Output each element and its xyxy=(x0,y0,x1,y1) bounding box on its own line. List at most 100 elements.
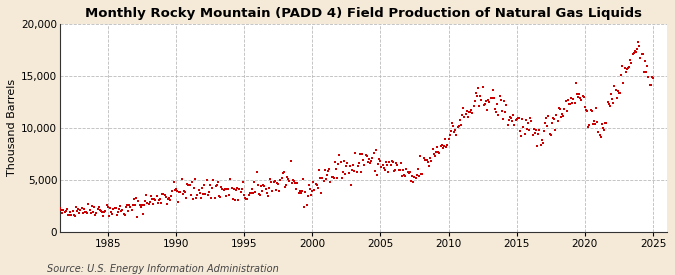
Point xyxy=(350,150,360,155)
Point xyxy=(303,182,314,187)
Point xyxy=(454,124,464,128)
Point xyxy=(150,198,161,203)
Point xyxy=(642,64,653,68)
Point xyxy=(267,189,278,193)
Point xyxy=(271,181,282,186)
Point xyxy=(324,167,335,171)
Point xyxy=(115,204,126,208)
Point xyxy=(482,107,493,112)
Point xyxy=(81,210,92,214)
Point xyxy=(587,108,597,113)
Point xyxy=(135,205,146,209)
Point xyxy=(206,196,217,200)
Point xyxy=(126,208,137,213)
Point xyxy=(366,159,377,163)
Point xyxy=(618,81,629,85)
Point xyxy=(396,161,406,165)
Point xyxy=(354,152,365,156)
Point xyxy=(101,202,112,207)
Point xyxy=(274,188,285,193)
Point xyxy=(479,103,489,107)
Point xyxy=(221,187,232,192)
Point xyxy=(527,133,538,138)
Point xyxy=(564,102,574,107)
Point xyxy=(647,76,658,80)
Point xyxy=(117,208,128,212)
Point xyxy=(210,184,221,188)
Point xyxy=(614,90,624,95)
Point xyxy=(597,122,608,126)
Point xyxy=(454,118,465,122)
Point xyxy=(161,201,172,206)
Point xyxy=(495,98,506,102)
Point xyxy=(273,182,284,186)
Title: Monthly Rocky Mountain (PADD 4) Field Production of Natural Gas Liquids: Monthly Rocky Mountain (PADD 4) Field Pr… xyxy=(85,7,642,20)
Point xyxy=(278,170,289,175)
Point xyxy=(550,127,561,132)
Point xyxy=(248,191,259,195)
Point xyxy=(113,207,124,211)
Point xyxy=(281,175,292,180)
Point xyxy=(291,187,302,191)
Point xyxy=(504,115,515,120)
Point xyxy=(109,206,120,210)
Point xyxy=(352,164,363,169)
Point xyxy=(500,110,511,114)
Point xyxy=(587,122,598,127)
Point xyxy=(466,107,477,112)
Point xyxy=(484,100,495,104)
Point xyxy=(432,144,443,149)
Point xyxy=(103,205,113,209)
Point xyxy=(314,168,325,172)
Point xyxy=(624,65,634,70)
Point xyxy=(574,92,585,96)
Point xyxy=(373,161,383,166)
Point xyxy=(472,86,483,90)
Point xyxy=(462,115,473,120)
Point xyxy=(153,201,163,205)
Point xyxy=(83,202,94,207)
Point xyxy=(524,128,535,132)
Point xyxy=(344,164,355,169)
Point xyxy=(234,187,245,191)
Point xyxy=(74,211,85,216)
Point xyxy=(369,169,380,173)
Point xyxy=(58,207,69,212)
Point xyxy=(73,207,84,211)
Point xyxy=(166,193,177,198)
Point xyxy=(375,159,385,163)
Point xyxy=(389,168,400,172)
Point xyxy=(91,211,102,215)
Point xyxy=(183,183,194,188)
Point xyxy=(393,167,404,172)
Point xyxy=(520,118,531,122)
Point xyxy=(630,50,641,54)
Point xyxy=(568,97,579,101)
Point xyxy=(429,152,439,156)
Point xyxy=(567,101,578,105)
Point xyxy=(558,114,568,119)
Point xyxy=(251,170,262,175)
Point xyxy=(80,210,90,215)
Point xyxy=(627,52,638,56)
Point xyxy=(203,190,214,194)
Point xyxy=(185,192,196,197)
Point xyxy=(261,191,272,195)
Point xyxy=(467,111,478,115)
Point xyxy=(168,180,179,185)
Point xyxy=(469,99,480,103)
Point xyxy=(346,168,357,172)
Point xyxy=(448,124,458,129)
Point xyxy=(306,192,317,197)
Point xyxy=(173,200,184,204)
Point xyxy=(198,192,209,197)
Point xyxy=(275,178,286,182)
Point xyxy=(379,166,389,170)
Point xyxy=(591,106,601,111)
Point xyxy=(368,151,379,156)
Point xyxy=(605,91,616,96)
Point xyxy=(138,203,149,207)
Point xyxy=(214,194,225,198)
Point xyxy=(381,160,392,164)
Point xyxy=(472,94,483,98)
